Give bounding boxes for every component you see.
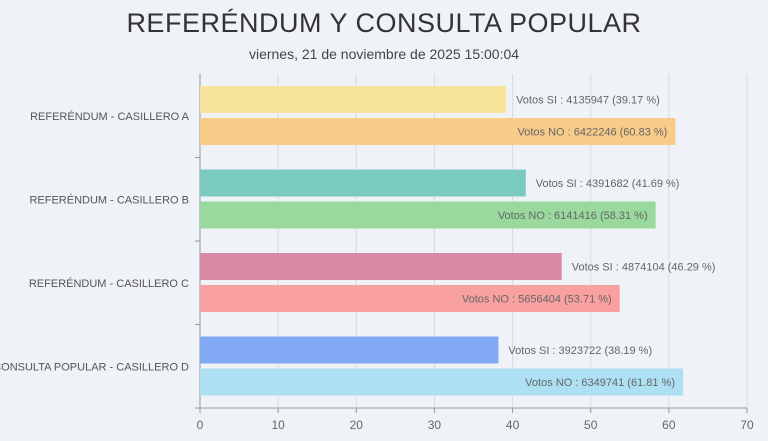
data-label: Votos SI : 4135947 (39.17 %)	[516, 95, 660, 107]
x-tick-label: 0	[197, 418, 204, 432]
bar-no	[200, 201, 656, 229]
x-tick-label: 50	[584, 418, 598, 432]
x-tick-label: 40	[506, 418, 520, 432]
bar-si	[200, 253, 562, 280]
data-label: Votos SI : 3923722 (38.19 %)	[508, 345, 652, 357]
data-label: Votos NO : 6349741 (61.81 %)	[525, 377, 675, 389]
bar-si	[200, 336, 499, 364]
data-label: Votos NO : 5656404 (53.71 %)	[462, 294, 612, 306]
data-label: Votos NO : 6141416 (58.31 %)	[498, 210, 648, 222]
chart-title: REFERÉNDUM Y CONSULTA POPULAR	[126, 8, 642, 38]
bar-si	[200, 169, 526, 197]
x-tick-label: 60	[662, 418, 676, 432]
x-tick-label: 70	[740, 418, 754, 432]
bar-no	[200, 285, 620, 312]
data-label: Votos NO : 6422246 (60.83 %)	[518, 127, 668, 139]
category-label: CONSULTA POPULAR - CASILLERO D	[0, 361, 189, 373]
data-label: Votos SI : 4391682 (41.69 %)	[536, 178, 680, 190]
bar-si	[200, 86, 507, 113]
category-label: REFERÉNDUM - CASILLERO C	[29, 277, 189, 290]
chart-subtitle: viernes, 21 de noviembre de 2025 15:00:0…	[248, 46, 520, 62]
bar-no	[200, 118, 676, 145]
category-label: REFERÉNDUM - CASILLERO B	[29, 193, 189, 206]
data-label: Votos SI : 4874104 (46.29 %)	[572, 262, 716, 274]
x-tick-label: 10	[271, 418, 285, 432]
x-tick-label: 30	[428, 418, 442, 432]
bar-no	[200, 368, 684, 396]
category-label: REFERÉNDUM - CASILLERO A	[30, 110, 190, 123]
x-tick-label: 20	[350, 418, 364, 432]
